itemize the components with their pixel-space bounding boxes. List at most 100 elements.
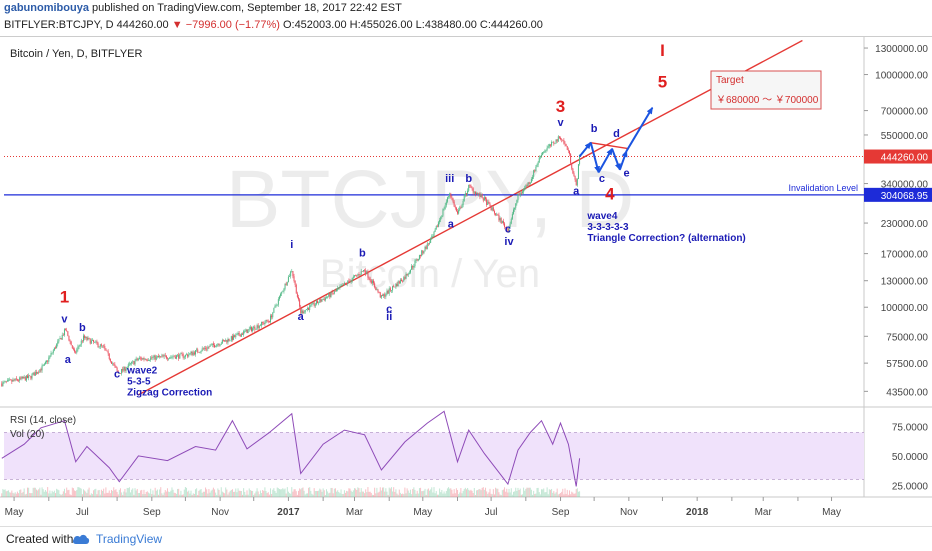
candle-body: [190, 351, 192, 354]
candle-body: [511, 213, 513, 219]
volume-bar: [228, 492, 230, 497]
volume-bar: [112, 490, 114, 497]
volume-bar: [457, 489, 459, 497]
publish-info: gabunomibouya published on TradingView.c…: [4, 2, 402, 14]
candle-body: [1, 383, 3, 387]
volume-bar: [513, 491, 515, 497]
candle-body: [566, 146, 568, 150]
volume-bar: [310, 490, 312, 497]
volume-bar: [357, 487, 359, 497]
candle-body: [379, 292, 381, 298]
volume-bar: [482, 487, 484, 497]
candle-body: [152, 357, 154, 358]
volume-bars: [1, 487, 581, 497]
volume-bar: [574, 493, 576, 497]
candle-body: [184, 354, 186, 357]
projection-arrow[interactable]: [625, 106, 654, 152]
candle-body: [298, 297, 300, 300]
volume-bar: [98, 489, 100, 497]
candle-body: [192, 352, 194, 355]
price-tick-label: 100000.00: [881, 303, 929, 314]
candle-body: [261, 321, 263, 326]
candle-body: [212, 343, 214, 345]
price-chart[interactable]: BTCJPY, D Bitcoin / Yen Bitcoin / Yen, D, …: [0, 36, 932, 527]
candle-body: [118, 373, 120, 374]
triangle-upper-line[interactable]: [589, 141, 629, 150]
candle-body: [331, 292, 333, 294]
wave-label: 3: [556, 97, 565, 116]
rsi-label: RSI (14, close): [10, 415, 76, 426]
volume-bar: [298, 490, 300, 497]
projection-arrow[interactable]: [611, 148, 621, 171]
volume-bar: [507, 492, 509, 497]
volume-bar: [412, 488, 414, 497]
volume-bar: [362, 491, 364, 497]
candle-body: [63, 329, 65, 336]
volume-bar: [369, 491, 371, 497]
candle-body: [568, 150, 570, 154]
wave-label: v: [557, 117, 564, 129]
candle-body: [501, 221, 503, 224]
candle-body: [236, 334, 238, 335]
projection-arrow[interactable]: [618, 149, 628, 171]
volume-bar: [155, 490, 157, 497]
volume-bar: [446, 488, 448, 497]
volume-bar: [104, 493, 106, 497]
volume-bar: [113, 487, 115, 497]
candle-body: [422, 250, 424, 254]
volume-bar: [309, 487, 311, 497]
candle-body: [302, 310, 304, 314]
projection-arrow[interactable]: [578, 141, 592, 158]
volume-bar: [58, 490, 60, 497]
volume-bar: [236, 492, 238, 497]
author-link[interactable]: gabunomibouya: [4, 2, 89, 14]
candle-body: [406, 274, 408, 276]
volume-bar: [374, 487, 376, 497]
projection-arrow[interactable]: [589, 142, 600, 174]
target-box[interactable]: Target ￥680000 〜 ￥700000: [710, 70, 822, 110]
candle-body: [23, 377, 25, 379]
volume-bar: [38, 489, 40, 497]
volume-bar: [266, 493, 268, 497]
volume-bar: [386, 491, 388, 497]
tradingview-link[interactable]: TradingView: [96, 532, 163, 546]
candle-body: [571, 163, 573, 169]
candle-body: [6, 380, 8, 382]
ticker-price: BITFLYER:BTCJPY, D 444260.00: [4, 19, 169, 31]
candle-body: [56, 344, 58, 349]
volume-bar: [276, 487, 278, 497]
volume-bar: [261, 493, 263, 497]
volume-bar: [458, 494, 460, 497]
volume-bar: [345, 492, 347, 497]
candle-body: [548, 144, 550, 147]
volume-bar: [340, 489, 342, 497]
candle-body: [85, 336, 87, 339]
candle-body: [94, 341, 96, 343]
volume-bar: [86, 493, 88, 497]
volume-bar: [536, 488, 538, 497]
candle-body: [332, 293, 334, 294]
volume-bar: [55, 493, 57, 497]
candle-body: [33, 372, 35, 376]
candle-body: [483, 197, 485, 201]
candle-body: [405, 274, 407, 279]
candle-body: [427, 243, 429, 245]
time-tick-label: 2018: [686, 507, 709, 518]
candle-body: [262, 321, 264, 323]
candle-body: [40, 369, 42, 371]
candle-body: [173, 356, 175, 358]
candle-body: [183, 356, 185, 358]
candle-body: [263, 322, 265, 325]
volume-bar: [409, 489, 411, 497]
candle-body: [98, 346, 100, 348]
projection-arrow[interactable]: [597, 147, 613, 173]
support-trendline[interactable]: [138, 39, 803, 396]
volume-bar: [263, 490, 265, 497]
candle-body: [539, 156, 541, 158]
volume-bar: [238, 490, 240, 497]
volume-bar: [334, 488, 336, 497]
candle-body: [238, 332, 240, 336]
candle-body: [243, 331, 245, 335]
candle-body: [319, 299, 321, 303]
